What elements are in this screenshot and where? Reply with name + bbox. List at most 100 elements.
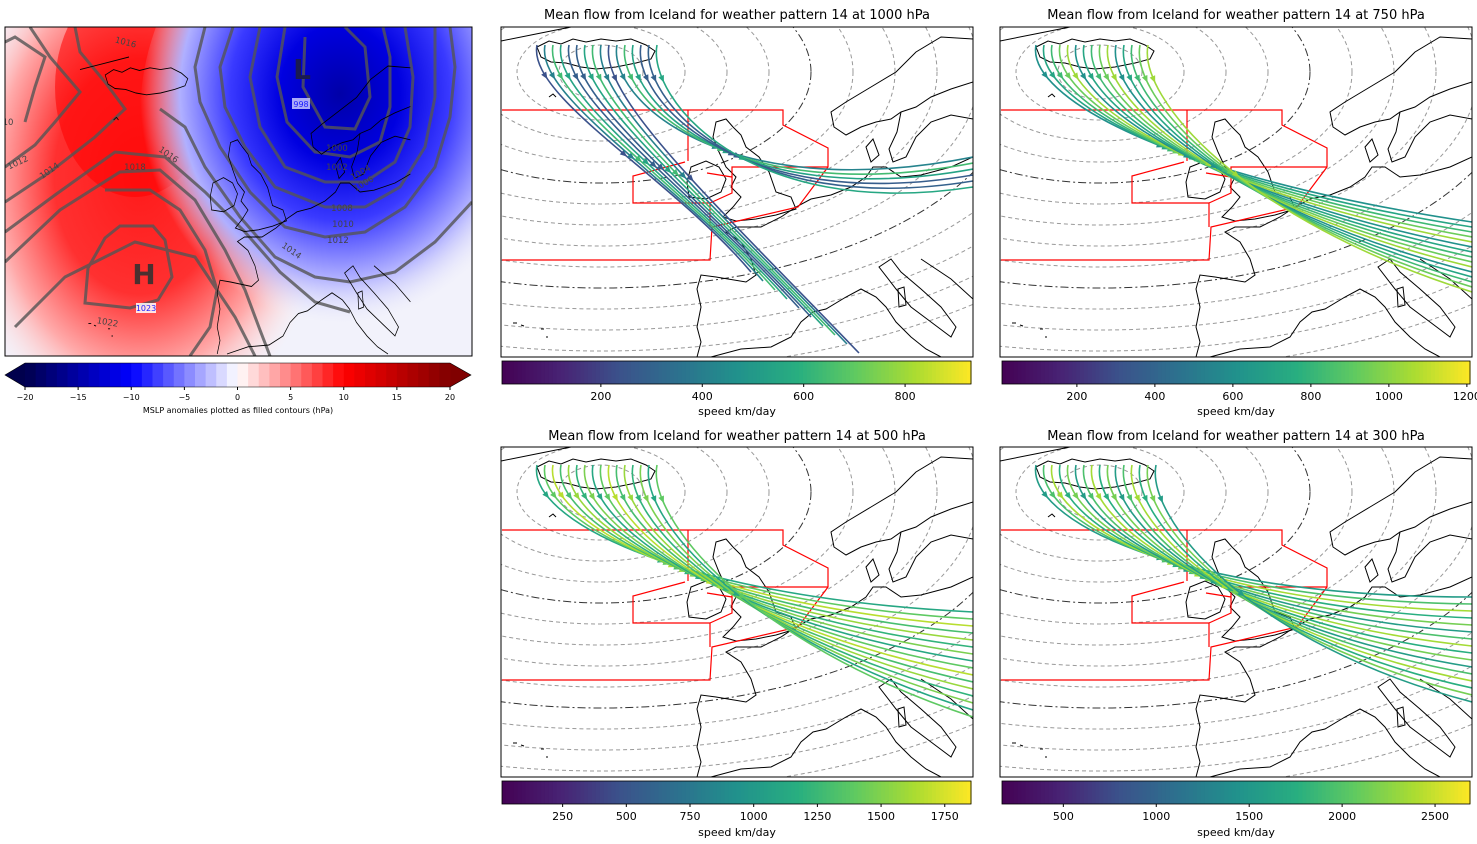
colorbar-segment <box>1333 781 1338 804</box>
flow-arrow <box>664 166 672 174</box>
colorbar-segment <box>666 361 671 384</box>
colorbar-label: speed km/day <box>698 405 776 418</box>
colorbar-bin <box>439 363 451 387</box>
flow-arrow <box>1149 75 1156 83</box>
colorbar-segment <box>732 361 738 384</box>
colorbar-segment <box>771 781 777 804</box>
colorbar-segment <box>584 361 589 384</box>
colorbar-segment <box>517 781 523 804</box>
streamline <box>1122 464 1472 675</box>
colorbar-segment <box>1275 781 1280 804</box>
colorbar-segment <box>1115 781 1120 804</box>
colorbar-segment <box>677 361 683 384</box>
colorbar-segment <box>767 361 773 384</box>
colorbar-segment <box>607 361 613 384</box>
colorbar-bin <box>428 363 440 387</box>
colorbar-segment <box>951 781 956 804</box>
flow-arrow <box>1237 589 1245 597</box>
flow-arrow <box>565 491 573 500</box>
map-frame <box>500 26 974 358</box>
colorbar-segment <box>1259 781 1264 804</box>
colorbar-segment <box>638 781 644 804</box>
flow-arrow <box>595 73 602 82</box>
streamline <box>543 44 764 282</box>
streamline <box>655 44 973 194</box>
streamline <box>1154 464 1472 703</box>
flow-arrow <box>1041 71 1049 79</box>
colorbar-segment <box>806 781 812 804</box>
streamline <box>1074 44 1472 248</box>
colorbar-segment <box>1232 361 1237 384</box>
contour-label: 1010 <box>332 220 354 230</box>
colorbar-segment <box>1165 781 1171 804</box>
colorbar-segment <box>1423 781 1428 804</box>
colorbar-segment <box>744 361 749 384</box>
colorbar-segment <box>544 361 550 384</box>
colorbar-segment <box>1349 781 1354 804</box>
colorbar-segment <box>584 781 589 804</box>
flow-arrow <box>588 492 595 501</box>
flow-arrow <box>619 494 626 502</box>
contour-label: 1008 <box>331 204 353 214</box>
flow-arrow <box>1080 72 1087 81</box>
panel-title: Mean flow from Iceland for weather patte… <box>1047 429 1425 444</box>
distance-ring <box>501 447 854 625</box>
colorbar-segment <box>1399 361 1405 384</box>
colorbar-segment <box>1384 361 1389 384</box>
streamline <box>599 464 973 669</box>
colorbar-segment <box>842 781 847 804</box>
colorbar-segment <box>1060 781 1065 804</box>
colorbar-segment <box>642 361 648 384</box>
colorbar-segment <box>802 361 808 384</box>
colorbar-segment <box>1142 361 1147 384</box>
colorbar-segment <box>908 361 913 384</box>
colorbar-segment <box>857 781 863 804</box>
colorbar-segment <box>1251 781 1257 804</box>
streamline <box>1122 44 1472 278</box>
contour-line <box>5 27 82 169</box>
flow-arrow <box>1072 72 1079 80</box>
colorbar-bin <box>418 363 430 387</box>
colorbar-segment <box>1376 361 1381 384</box>
contour-line <box>5 168 272 356</box>
colorbar-segment <box>1173 361 1179 384</box>
streamline <box>1034 44 1472 223</box>
colorbar-segment <box>1275 361 1280 384</box>
colorbar-segment <box>1403 781 1409 804</box>
colorbar-segment <box>1306 361 1311 384</box>
colorbar-segment <box>842 361 847 384</box>
colorbar-segment <box>838 781 843 804</box>
colorbar-segment <box>756 361 761 384</box>
colorbar-bin <box>56 363 68 387</box>
colorbar-segment <box>1134 361 1140 384</box>
colorbar-segment <box>912 781 917 804</box>
distance-ring <box>1000 447 1437 667</box>
flow-arrow <box>732 589 741 597</box>
colorbar-segment <box>724 781 730 804</box>
flow-arrow <box>642 74 649 82</box>
colorbar-segment <box>1255 781 1260 804</box>
colorbar-segment <box>775 361 781 384</box>
region-boundary <box>502 529 829 681</box>
streamline <box>1050 44 1472 233</box>
colorbar-segment <box>1083 361 1089 384</box>
colorbar-segment <box>1247 361 1253 384</box>
colorbar-segment <box>826 781 831 804</box>
mslp-colorbar-label: MSLP anomalies plotted as filled contour… <box>143 406 333 415</box>
colorbar-segment <box>677 781 683 804</box>
colorbar-tick-label: 400 <box>692 390 713 403</box>
colorbar-segment <box>896 781 902 804</box>
colorbar-segment <box>697 361 702 384</box>
colorbar-segment <box>1356 781 1362 804</box>
colorbar-segment <box>1458 781 1463 804</box>
map-frame <box>999 446 1473 778</box>
colorbar-tick-label: 1000 <box>1142 810 1170 823</box>
colorbar-tick-label: 400 <box>1144 390 1165 403</box>
colorbar-segment <box>830 781 835 804</box>
colorbar-segment <box>611 361 616 384</box>
distance-ring <box>501 27 770 163</box>
colorbar-bin <box>35 363 47 387</box>
contour-label: 1002 <box>326 163 348 173</box>
colorbar-segment <box>1189 781 1194 804</box>
colorbar-segment <box>869 361 874 384</box>
